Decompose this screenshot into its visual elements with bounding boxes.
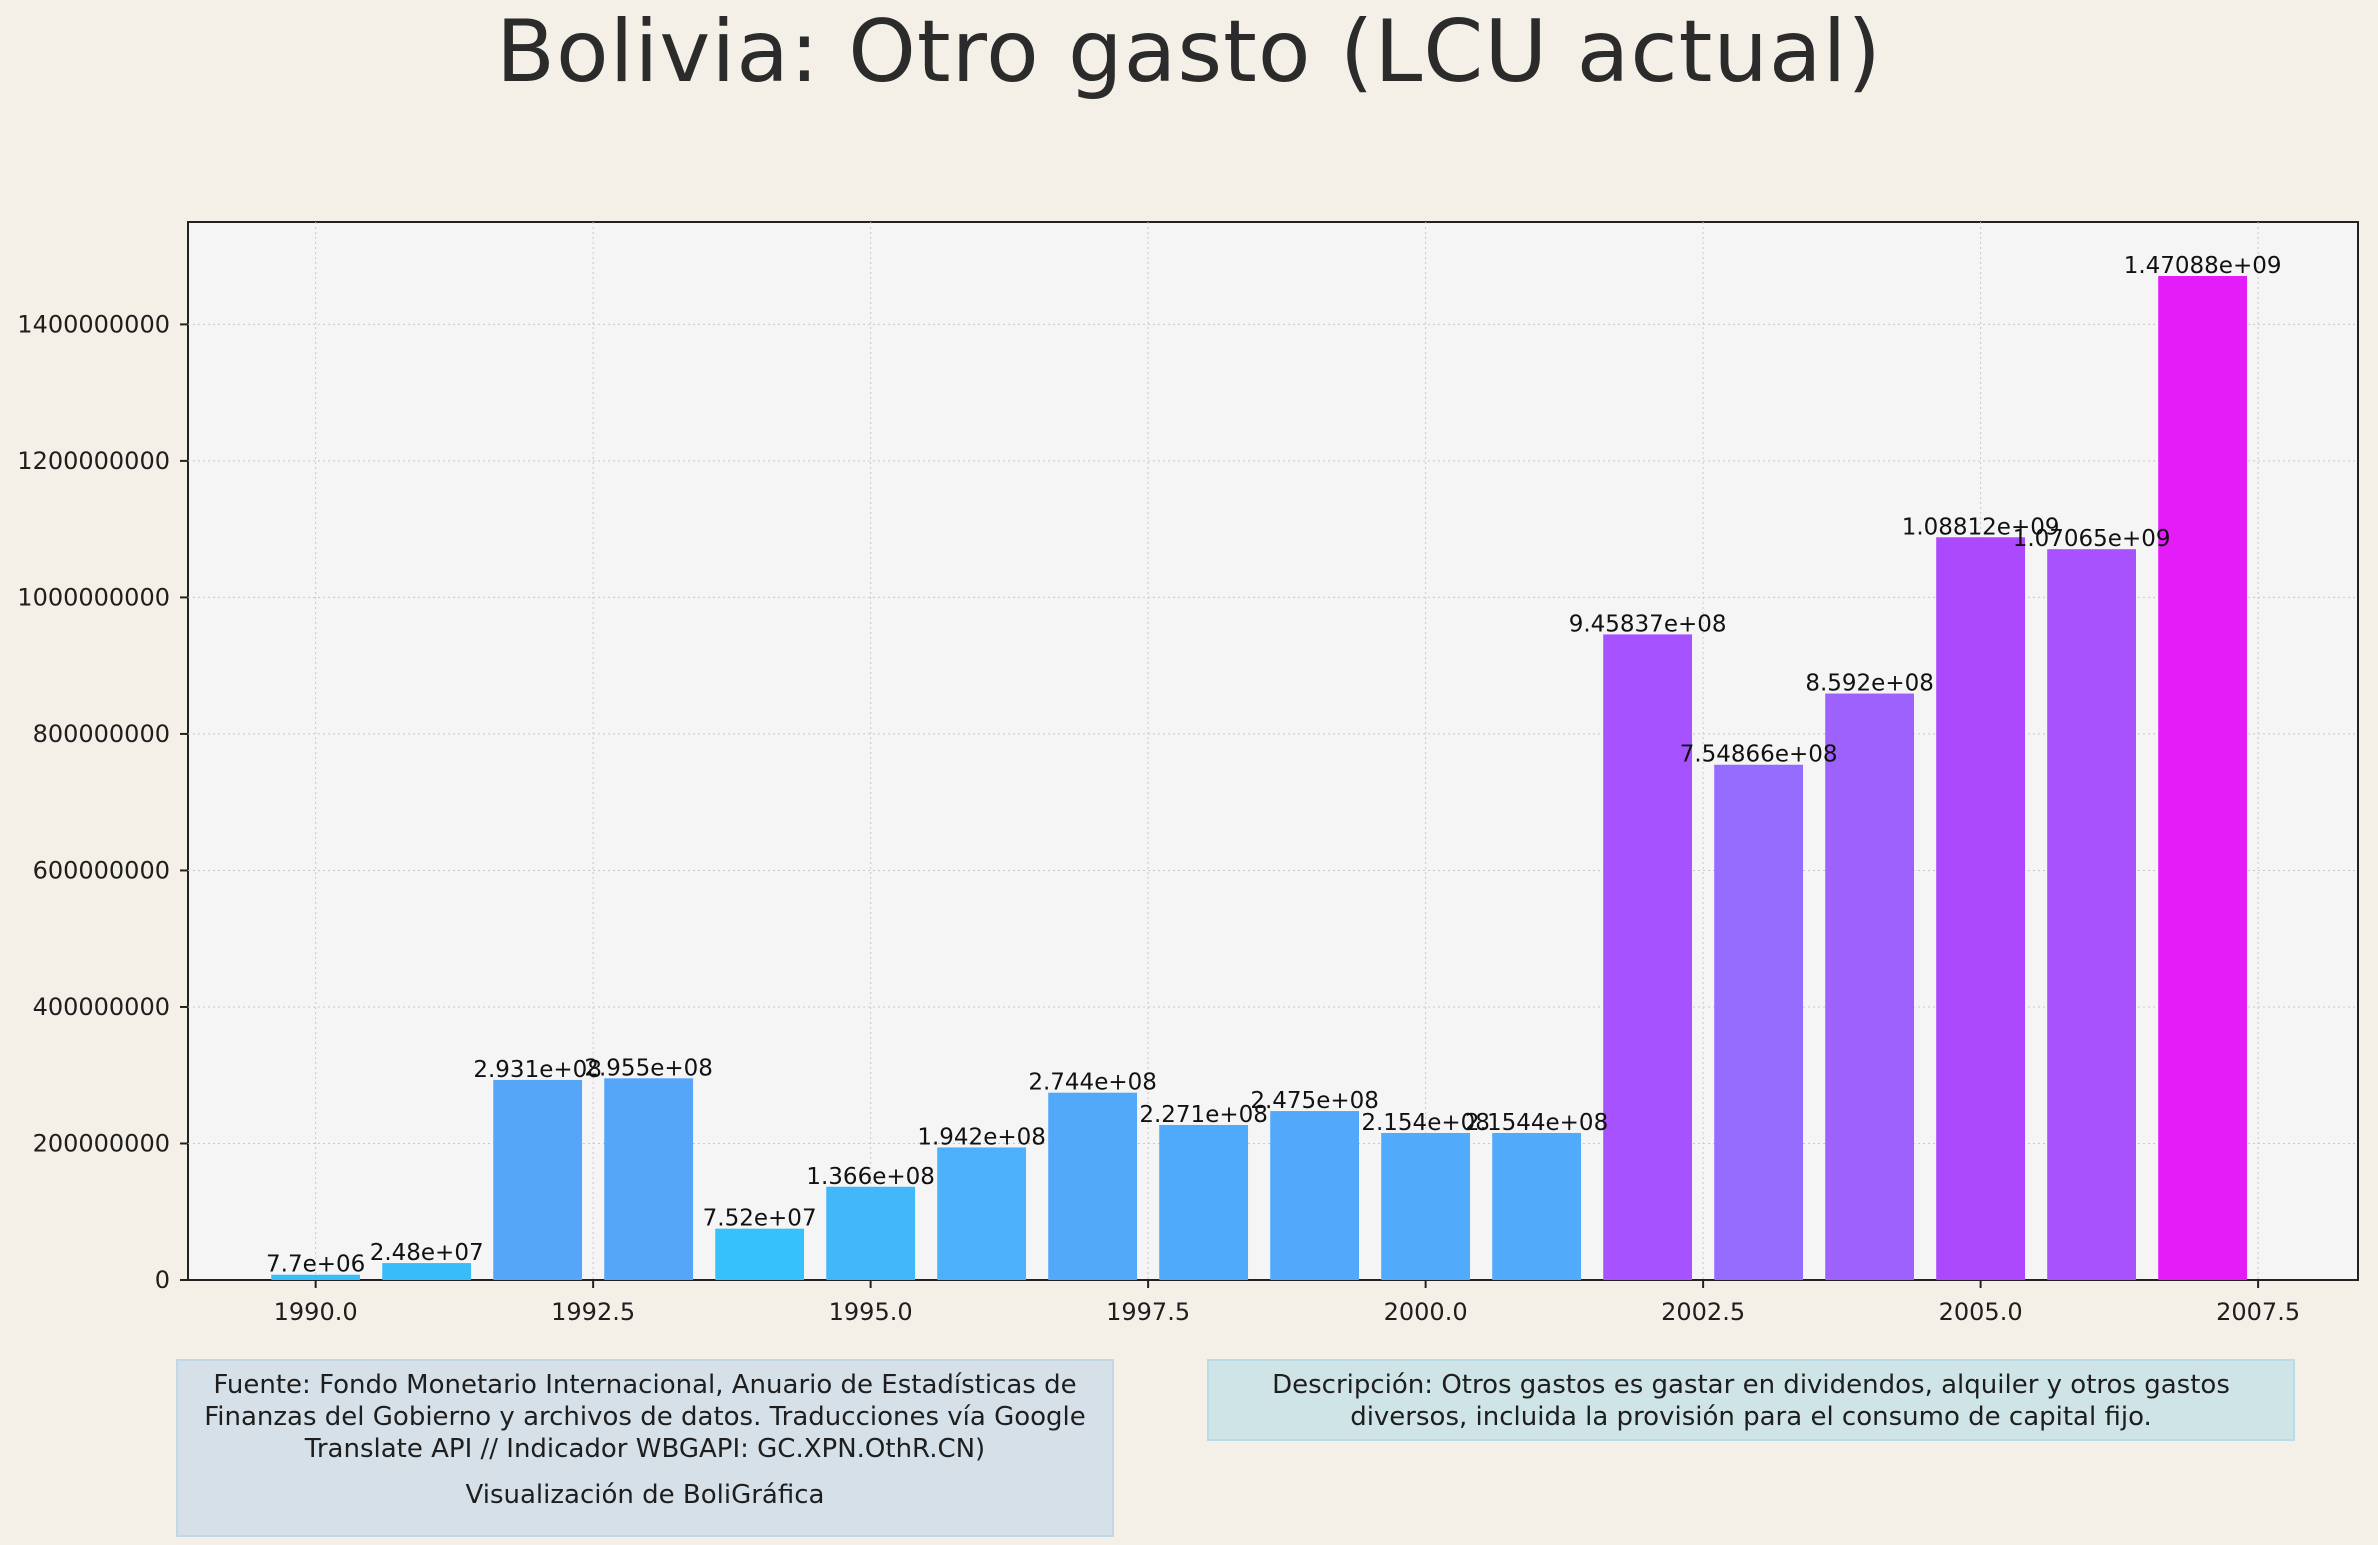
data-label: 1.366e+08 — [806, 1164, 935, 1190]
source-text: Fuente: Fondo Monetario Internacional, A… — [204, 1370, 1086, 1464]
data-label: 7.7e+06 — [266, 1252, 365, 1278]
bar — [1936, 537, 2026, 1280]
y-tick-label: 200000000 — [33, 1129, 170, 1157]
data-label: 8.592e+08 — [1805, 671, 1934, 697]
bar — [1492, 1132, 1582, 1280]
data-label: 2.154e+08 — [1361, 1110, 1490, 1136]
data-label: 2.475e+08 — [1250, 1088, 1379, 1114]
data-label: 2.744e+08 — [1028, 1070, 1157, 1096]
data-labels: 7.7e+06 2.48e+07 2.931e+082.955e+08 7.52e+0… — [266, 253, 2282, 1278]
bar — [1159, 1124, 1249, 1280]
bar — [2158, 276, 2248, 1281]
y-tick-label: 1200000000 — [17, 447, 170, 475]
x-axis: 1990.0 1992.5 1995.0 1997.5 2000.0 2002.5 2005… — [274, 1280, 2300, 1326]
bar — [271, 1274, 361, 1280]
bar — [2047, 549, 2137, 1280]
data-label: 2.931e+08 — [473, 1057, 602, 1083]
data-label: 7.52e+07 — [703, 1206, 817, 1232]
x-tick-label: 2000.0 — [1384, 1298, 1468, 1326]
x-tick-label: 1992.5 — [551, 1298, 635, 1326]
x-tick-label: 2002.5 — [1661, 1298, 1745, 1326]
data-label: 1.08812e+09 — [1902, 514, 2060, 540]
data-label: 2.271e+08 — [1139, 1102, 1268, 1128]
bar — [604, 1078, 694, 1280]
y-axis: 0 200000000 400000000 600000000 800000000 100… — [17, 310, 188, 1294]
x-tick-label: 1990.0 — [274, 1298, 358, 1326]
y-tick-label: 800000000 — [33, 720, 170, 748]
bars — [271, 276, 2248, 1281]
y-tick-label: 1000000000 — [17, 583, 170, 611]
page-title: Bolivia: Otro gasto (LCU actual) — [496, 2, 1882, 102]
bar — [382, 1263, 472, 1280]
data-label: 1.47088e+09 — [2124, 253, 2282, 279]
data-label: 1.07065e+09 — [2013, 526, 2171, 552]
y-tick-label: 0 — [155, 1266, 170, 1294]
x-tick-label: 2007.5 — [2216, 1298, 2300, 1326]
data-label: 2.48e+07 — [370, 1240, 484, 1266]
x-tick-label: 2005.0 — [1939, 1298, 2023, 1326]
source-note: Fuente: Fondo Monetario Internacional, A… — [176, 1359, 1114, 1537]
bar — [1714, 764, 1804, 1280]
bar — [715, 1228, 805, 1280]
data-label: 7.54866e+08 — [1680, 742, 1838, 768]
y-tick-label: 400000000 — [33, 993, 170, 1021]
data-label: 2.955e+08 — [584, 1055, 713, 1081]
bar — [826, 1186, 916, 1280]
data-label: 1.942e+08 — [917, 1124, 1046, 1150]
description-text: Descripción: Otros gastos es gastar en d… — [1272, 1370, 2230, 1432]
data-label: 2.1544e+08 — [1465, 1110, 1608, 1136]
bar — [937, 1147, 1027, 1280]
bar — [1270, 1111, 1360, 1280]
description-note: Descripción: Otros gastos es gastar en d… — [1207, 1359, 2295, 1441]
bar — [1825, 693, 1915, 1280]
x-tick-label: 1995.0 — [829, 1298, 913, 1326]
bar — [1381, 1132, 1471, 1280]
credit-text: Visualización de BoliGráfica — [465, 1480, 825, 1510]
bar — [1048, 1092, 1138, 1280]
y-tick-label: 600000000 — [33, 856, 170, 884]
bar — [1603, 634, 1693, 1280]
data-label: 9.45837e+08 — [1569, 611, 1727, 637]
bar — [493, 1079, 583, 1280]
x-tick-label: 1997.5 — [1106, 1298, 1190, 1326]
y-tick-label: 1400000000 — [17, 310, 170, 338]
